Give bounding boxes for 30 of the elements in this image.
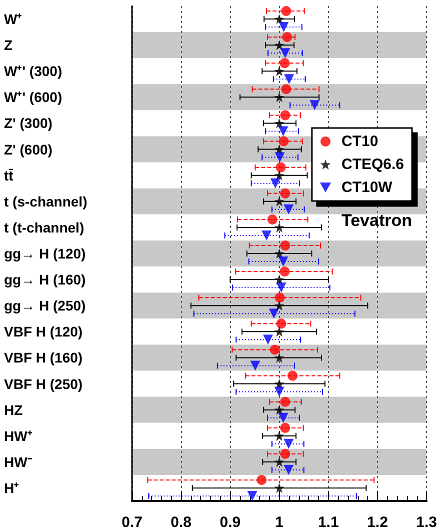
y-tick-label: VBF H (250) [4, 376, 83, 392]
x-tick-label: 1.3 [416, 514, 438, 530]
legend-label: CT10 [341, 133, 378, 150]
x-tick-label: 1 [275, 514, 284, 530]
y-tick-label: VBF H (120) [4, 324, 83, 340]
y-tick-label: Z [4, 37, 13, 54]
y-tick-label: VBF H (160) [4, 350, 83, 366]
y-tick-label: t (s-channel) [4, 193, 88, 210]
x-tick-label: 0.9 [220, 514, 241, 530]
y-tick-label: Z' (300) [4, 115, 52, 132]
x-tick-label: 0.8 [170, 514, 192, 530]
y-tick-label: HZ [4, 402, 24, 418]
x-tick-label: 1.2 [367, 514, 388, 530]
y-tick-label: Z' (600) [4, 141, 52, 158]
y-tick-label: W⁺' (600) [4, 89, 62, 106]
annotation: Tevatron [341, 211, 412, 230]
y-tick-label: gg→ H (250) [4, 298, 86, 314]
y-tick-label: H⁺ [4, 480, 20, 496]
legend-label: CTEQ6.6 [341, 156, 404, 173]
y-tick-label: gg→ H (160) [4, 272, 86, 288]
y-tick-label: gg→ H (120) [4, 246, 86, 262]
y-tick-label: HW⁻ [4, 454, 32, 470]
y-tick-label: HW⁺ [4, 428, 32, 444]
x-tick-label: 1.1 [318, 514, 339, 530]
legend-label: CT10W [341, 179, 394, 196]
y-tick-label: t (t-channel) [4, 219, 84, 236]
y-tick-label: W⁺ [4, 11, 22, 28]
y-tick-label: tt̄ [4, 167, 14, 184]
y-tick-label: W⁺' (300) [4, 63, 62, 80]
x-tick-label: 0.7 [122, 514, 142, 530]
